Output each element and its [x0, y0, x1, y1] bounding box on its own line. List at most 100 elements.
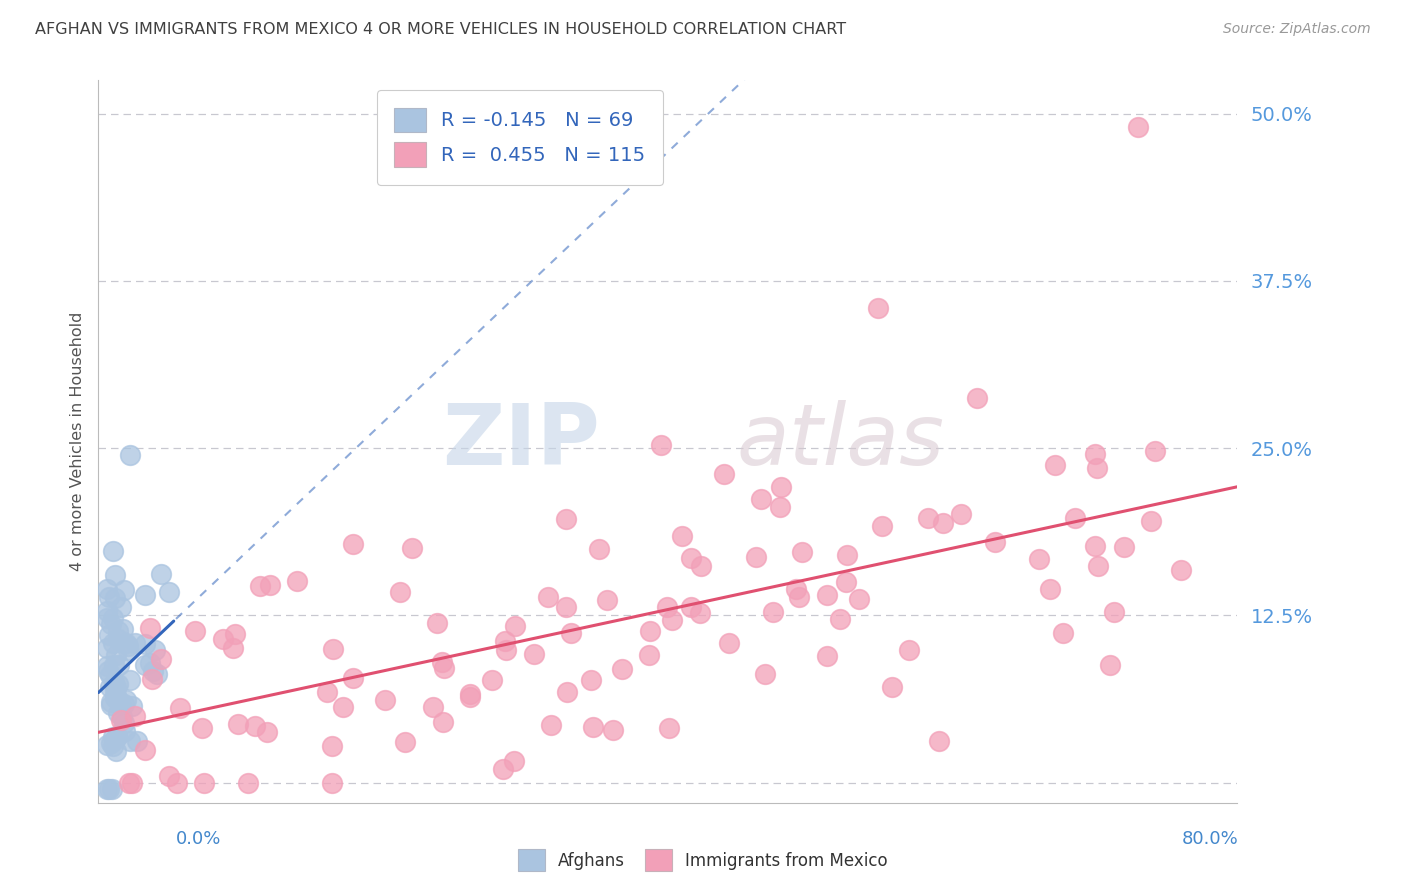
Point — [762, 605, 785, 619]
Point — [554, 599, 576, 614]
Point — [212, 632, 235, 646]
Point — [322, 641, 344, 656]
Point — [193, 776, 215, 790]
Point — [115, 693, 138, 707]
Point — [120, 448, 142, 462]
Point — [690, 559, 713, 574]
Point — [98, 668, 121, 682]
Point — [401, 541, 423, 556]
Point — [112, 697, 135, 711]
Point — [430, 656, 453, 670]
Point — [342, 537, 364, 551]
Point — [238, 776, 260, 790]
Point — [98, 782, 121, 797]
Point — [388, 585, 411, 599]
Point — [868, 301, 890, 315]
Point — [671, 529, 693, 543]
Text: ZIP: ZIP — [441, 400, 599, 483]
Point — [103, 657, 125, 672]
Point — [117, 643, 139, 657]
Point — [1104, 606, 1126, 620]
Point — [104, 683, 127, 698]
Point — [1140, 514, 1163, 528]
Point — [96, 610, 118, 624]
Point — [638, 648, 661, 663]
Point — [96, 658, 118, 673]
Point — [98, 590, 121, 604]
Point — [100, 782, 122, 797]
Point — [458, 687, 481, 701]
Point — [104, 648, 127, 663]
Point — [754, 667, 776, 681]
Point — [582, 720, 605, 734]
Point — [505, 619, 527, 633]
Point — [540, 717, 562, 731]
Point — [121, 699, 143, 714]
Point — [679, 551, 702, 566]
Point — [661, 613, 683, 627]
Point — [108, 697, 131, 711]
Point — [146, 667, 169, 681]
Point — [150, 652, 173, 666]
Point — [481, 673, 503, 687]
Point — [1170, 563, 1192, 577]
Point — [815, 648, 838, 663]
Point — [243, 719, 266, 733]
Point — [1064, 511, 1087, 525]
Point — [134, 637, 156, 651]
Point — [103, 739, 125, 753]
Point — [104, 591, 127, 605]
Point — [141, 672, 163, 686]
Point — [1084, 446, 1107, 460]
Point — [785, 582, 807, 596]
Point — [770, 480, 793, 494]
Point — [342, 671, 364, 685]
Point — [422, 699, 444, 714]
Point — [1085, 460, 1108, 475]
Point — [745, 549, 768, 564]
Point — [1126, 120, 1149, 135]
Point — [101, 611, 124, 625]
Point — [111, 710, 134, 724]
Point — [96, 738, 118, 752]
Point — [259, 578, 281, 592]
Point — [101, 636, 124, 650]
Point — [638, 624, 661, 639]
Point — [769, 500, 792, 514]
Point — [120, 673, 142, 688]
Point — [249, 579, 271, 593]
Point — [107, 632, 129, 646]
Point — [321, 776, 343, 790]
Point — [374, 693, 396, 707]
Point — [433, 660, 456, 674]
Point — [931, 516, 953, 531]
Text: AFGHAN VS IMMIGRANTS FROM MEXICO 4 OR MORE VEHICLES IN HOUSEHOLD CORRELATION CHA: AFGHAN VS IMMIGRANTS FROM MEXICO 4 OR MO… — [35, 22, 846, 37]
Point — [121, 776, 143, 790]
Point — [124, 709, 146, 723]
Point — [124, 636, 146, 650]
Point — [184, 624, 207, 638]
Point — [142, 664, 165, 678]
Point — [226, 717, 249, 731]
Point — [949, 507, 972, 521]
Point — [835, 549, 858, 563]
Point — [97, 664, 120, 678]
Legend: Afghans, Immigrants from Mexico: Afghans, Immigrants from Mexico — [510, 841, 896, 880]
Point — [815, 588, 838, 602]
Point — [134, 657, 156, 672]
Point — [523, 648, 546, 662]
Point — [112, 582, 135, 597]
Point — [105, 729, 128, 743]
Point — [100, 698, 122, 713]
Legend: R = -0.145   N = 69, R =  0.455   N = 115: R = -0.145 N = 69, R = 0.455 N = 115 — [377, 90, 662, 185]
Point — [1052, 626, 1074, 640]
Point — [221, 641, 243, 656]
Point — [787, 591, 810, 605]
Point — [689, 606, 711, 620]
Point — [713, 467, 735, 482]
Point — [149, 567, 172, 582]
Point — [394, 735, 416, 749]
Point — [432, 715, 454, 730]
Point — [657, 600, 679, 615]
Point — [104, 567, 127, 582]
